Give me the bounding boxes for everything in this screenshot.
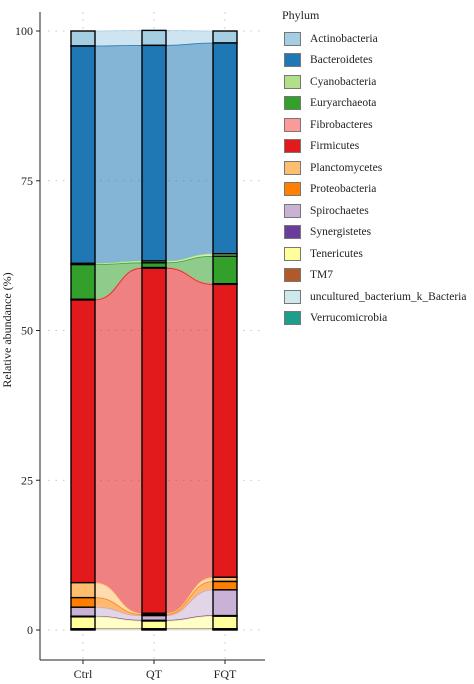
- bar-segment-firmicutes: [212, 283, 238, 578]
- legend-label: uncultured_bacterium_k_Bacteria: [310, 290, 467, 303]
- legend-label: Planctomycetes: [310, 161, 383, 174]
- legend-swatch: [284, 289, 301, 304]
- y-tick-label: 75: [21, 174, 33, 188]
- legend-item-bacteroidetes: Bacteroidetes: [284, 50, 472, 72]
- legend-label: Tenericutes: [310, 247, 363, 260]
- legend-label: Synergistetes: [310, 226, 372, 239]
- legend-label: Spirochaetes: [310, 204, 369, 217]
- bar-segment-spirochaetes: [141, 614, 167, 622]
- legend-label: Euryarchaeota: [310, 97, 377, 110]
- legend-item-euryarchaeota: Euryarchaeota: [284, 93, 472, 115]
- bar-segment-spirochaetes: [70, 606, 96, 617]
- y-tick-label: 50: [21, 324, 33, 338]
- legend-item-planctomycetes: Planctomycetes: [284, 157, 472, 179]
- legend-label: Firmicutes: [310, 140, 360, 153]
- y-tick-label: 25: [21, 473, 33, 487]
- bar-segment-bacteroidetes: [212, 42, 238, 255]
- flow-firmicutes: [94, 267, 143, 614]
- legend-item-fibrobacteres: Fibrobacteres: [284, 114, 472, 136]
- x-tick-label: Ctrl: [74, 667, 93, 681]
- legend-label: Bacteroidetes: [310, 54, 373, 67]
- flow-bacteroidetes: [94, 44, 143, 264]
- legend-swatch: [284, 225, 301, 240]
- y-tick-label: 100: [15, 24, 33, 38]
- legend-swatch: [284, 117, 301, 132]
- legend-swatch: [284, 160, 301, 175]
- legend-swatch: [284, 31, 301, 46]
- legend-item-verrucomicrobia: Verrucomicrobia: [284, 308, 472, 330]
- legend-swatch: [284, 203, 301, 218]
- x-tick-label: FQT: [214, 667, 237, 681]
- legend-swatch: [284, 96, 301, 111]
- flow-uncultured-bacterium-k-bacteria: [94, 629, 143, 631]
- bar-segment-bacteroidetes: [70, 45, 96, 265]
- legend-item-actinobacteria: Actinobacteria: [284, 28, 472, 50]
- legend-item-spirochaetes: Spirochaetes: [284, 200, 472, 222]
- legend-swatch: [284, 311, 301, 326]
- legend-label: Proteobacteria: [310, 183, 377, 196]
- legend-swatch: [284, 268, 301, 283]
- legend-label: Cyanobacteria: [310, 75, 377, 88]
- bar-segment-firmicutes: [141, 267, 167, 614]
- legend-item-synergistetes: Synergistetes: [284, 222, 472, 244]
- legend-item-firmicutes: Firmicutes: [284, 136, 472, 158]
- bar-segment-uncultured-bacterium-k-bacteria: [70, 628, 96, 631]
- legend-items: Actinobacteria Bacteroidetes Cyanobacteria…: [284, 28, 472, 329]
- legend-label: Actinobacteria: [310, 32, 378, 45]
- bar-segment-planctomycetes: [70, 581, 96, 599]
- legend-title: Phylum: [282, 8, 320, 22]
- bar-segment-firmicutes: [70, 299, 96, 584]
- legend-label: Verrucomicrobia: [310, 312, 388, 325]
- bar-layer: [70, 29, 238, 631]
- flow-uncultured-bacterium-k-bacteria: [165, 629, 214, 631]
- y-axis-label: Relative abundance (%): [0, 272, 14, 387]
- bar-segment-actinobacteria: [141, 29, 167, 47]
- bar-segment-euryarchaeota: [141, 262, 167, 269]
- legend-item-tm7: TM7: [284, 265, 472, 287]
- bar-segment-actinobacteria: [70, 30, 96, 47]
- legend-swatch: [284, 139, 301, 154]
- bar-segment-tenericutes: [141, 620, 167, 630]
- legend-label: TM7: [310, 269, 333, 282]
- bar-segment-euryarchaeota: [70, 263, 96, 301]
- flow-actinobacteria: [94, 30, 143, 47]
- bar-segment-uncultured-bacterium-k-bacteria: [141, 628, 167, 631]
- flow-firmicutes: [165, 267, 214, 614]
- bar-segment-uncultured-bacterium-k-bacteria: [212, 628, 238, 631]
- legend-item-proteobacteria: Proteobacteria: [284, 179, 472, 201]
- bar-segment-bacteroidetes: [141, 44, 167, 262]
- bar-segment-actinobacteria: [212, 30, 238, 44]
- legend-swatch: [284, 182, 301, 197]
- bar-segment-tenericutes: [212, 615, 238, 630]
- bar-segment-proteobacteria: [70, 596, 96, 608]
- bar-segment-spirochaetes: [212, 589, 238, 617]
- legend-swatch: [284, 74, 301, 89]
- legend: Phylum Actinobacteria Bacteroidetes Cyanob…: [282, 8, 472, 329]
- legend-swatch: [284, 246, 301, 261]
- flow-bacteroidetes: [165, 42, 214, 262]
- axis-layer: 0 25 50 75 100 Ctrl QT FQT: [15, 12, 265, 681]
- legend-item-uncultured-bacterium-k-bacteria: uncultured_bacterium_k_Bacteria: [284, 286, 472, 308]
- legend-item-tenericutes: Tenericutes: [284, 243, 472, 265]
- bar-segment-euryarchaeota: [212, 255, 238, 285]
- bar-segment-tenericutes: [70, 616, 96, 630]
- bar-segment-proteobacteria: [212, 580, 238, 591]
- legend-swatch: [284, 53, 301, 68]
- x-tick-label: QT: [146, 667, 163, 681]
- legend-label: Fibrobacteres: [310, 118, 373, 131]
- y-tick-label: 0: [27, 623, 33, 637]
- flow-layer: [94, 30, 214, 631]
- legend-item-cyanobacteria: Cyanobacteria: [284, 71, 472, 93]
